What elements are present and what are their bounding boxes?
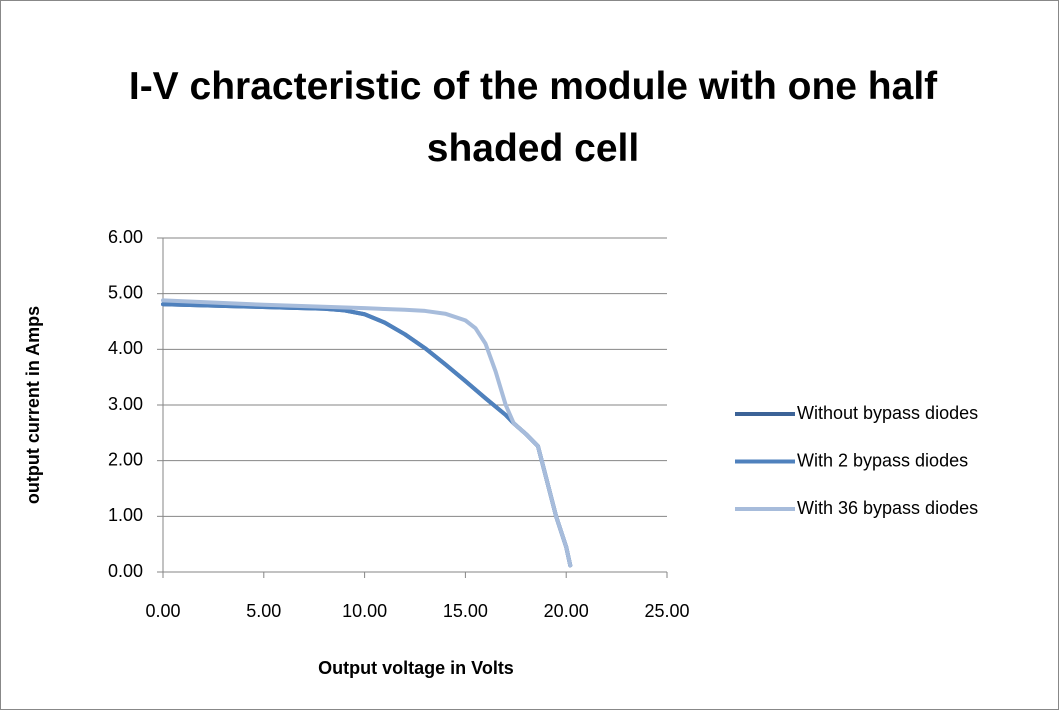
y-axis-label: output current in Amps: [23, 306, 43, 504]
legend-label: Without bypass diodes: [797, 403, 978, 423]
y-tick-label: 3.00: [108, 394, 143, 414]
y-tick-label: 4.00: [108, 338, 143, 358]
x-tick-label: 5.00: [246, 601, 281, 621]
y-tick-label: 0.00: [108, 561, 143, 581]
y-tick-label: 5.00: [108, 282, 143, 302]
x-tick-label: 10.00: [342, 601, 387, 621]
chart-title: I-V chracteristic of the module with one…: [128, 65, 938, 170]
y-tick-label: 6.00: [108, 227, 143, 247]
series-line: [161, 298, 573, 568]
y-tick-label: 1.00: [108, 505, 143, 525]
y-tick-label: 2.00: [108, 449, 143, 469]
x-tick-label: 0.00: [145, 601, 180, 621]
legend-label: With 2 bypass diodes: [797, 450, 968, 470]
x-tick-label: 15.00: [443, 601, 488, 621]
x-tick-label: 20.00: [544, 601, 589, 621]
x-axis-label: Output voltage in Volts: [318, 658, 514, 678]
x-tick-label: 25.00: [644, 601, 689, 621]
legend-label: With 36 bypass diodes: [797, 498, 978, 518]
